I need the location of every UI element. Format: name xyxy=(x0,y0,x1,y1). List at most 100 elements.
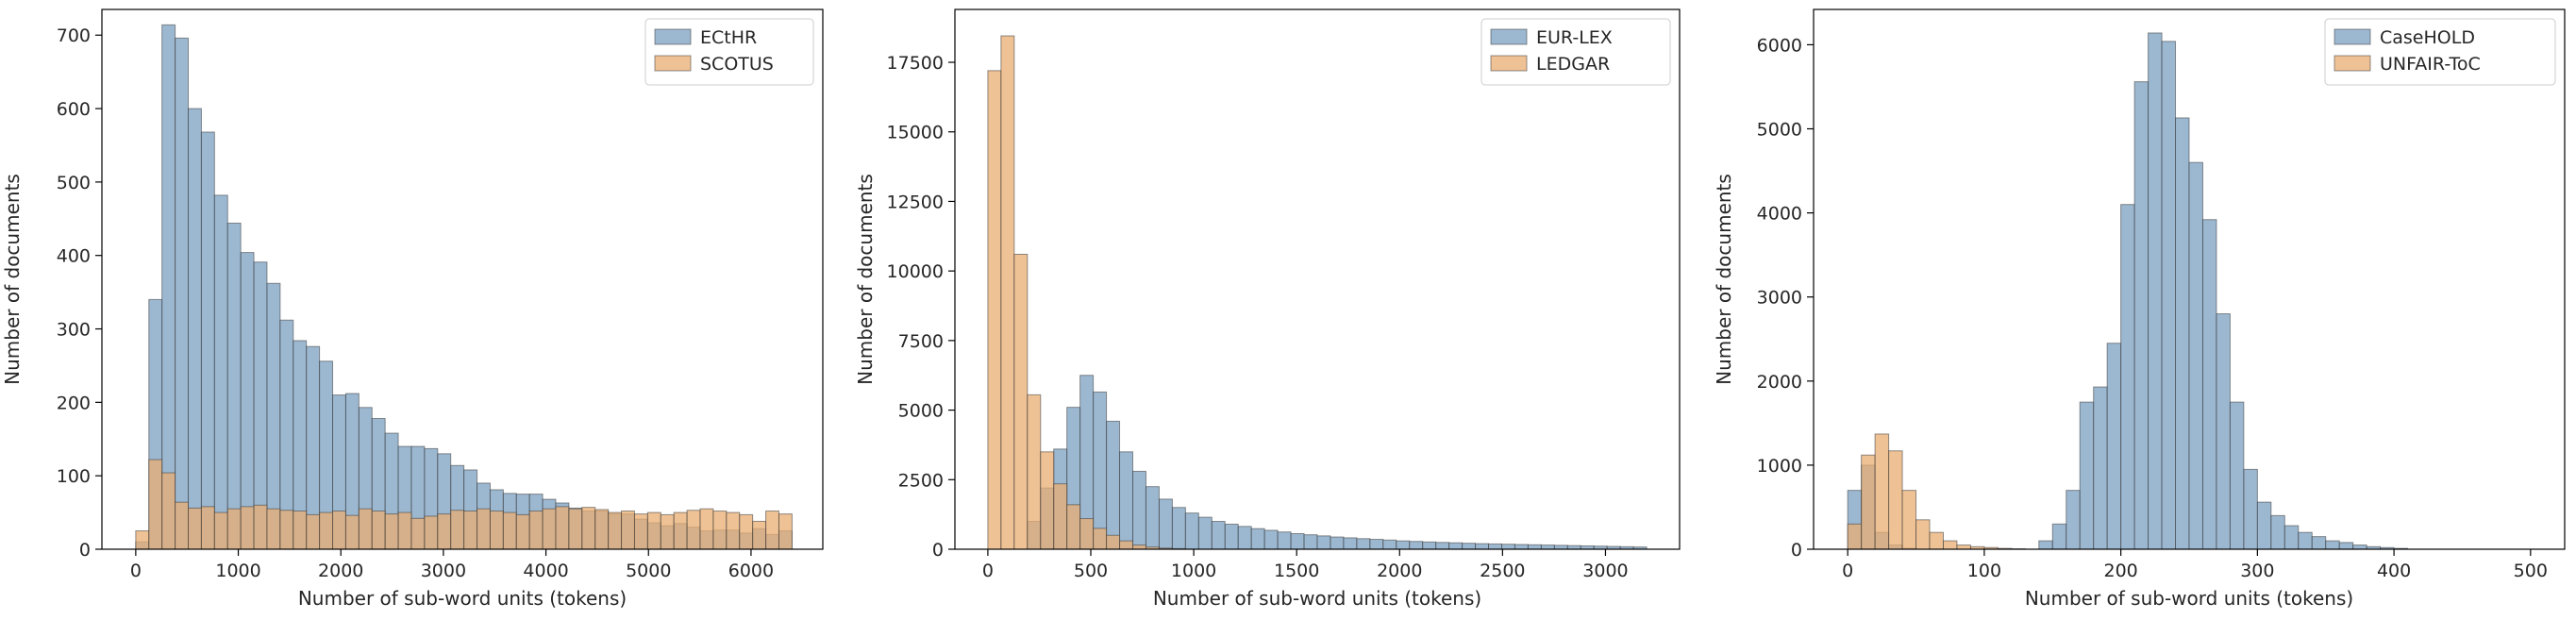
histogram-bar xyxy=(2216,313,2231,550)
y-tick-label: 0 xyxy=(79,540,91,561)
histogram-bar xyxy=(1343,537,1358,550)
histogram-bar xyxy=(1888,450,1903,550)
y-axis-title: Number of documents xyxy=(1,174,24,385)
y-tick-label: 300 xyxy=(57,320,91,341)
histogram-bar xyxy=(568,508,583,550)
histogram-bar xyxy=(306,513,321,550)
chart-panel-3: 0 100 200 300 400 500010002000300040005000600… xyxy=(1713,8,2566,610)
series-casehold xyxy=(1847,32,2409,550)
x-tick-label: 0 xyxy=(130,561,142,581)
y-tick-label: 600 xyxy=(57,99,91,120)
histogram-bar xyxy=(1540,545,1555,550)
histogram-bar xyxy=(2079,401,2095,550)
histogram-bar xyxy=(2066,490,2081,550)
x-axis-title: Number of sub-word units (tokens) xyxy=(2025,587,2353,610)
histogram-bar xyxy=(226,222,242,550)
histogram-bar xyxy=(1013,253,1029,550)
histogram-bar xyxy=(2256,501,2272,550)
axes-frame xyxy=(101,8,824,550)
y-tick-label: 100 xyxy=(57,466,91,487)
histogram-bar xyxy=(1553,545,1568,550)
histogram-bar xyxy=(2093,386,2108,550)
histogram-bar xyxy=(384,513,399,550)
chart-panel-2: 0 500 1000 1500 2000 2500 3000 0 2500 5000 7500 100… xyxy=(854,8,1681,610)
histogram-bar xyxy=(2051,523,2067,550)
histogram-bar xyxy=(581,507,596,550)
y-tick-label: 200 xyxy=(57,393,91,413)
histogram-bar xyxy=(1145,486,1160,550)
y-tick-label: 7500 xyxy=(898,331,944,352)
histogram-bar xyxy=(200,506,215,550)
x-tick-label: 400 xyxy=(2377,561,2411,581)
histogram-bar xyxy=(1396,540,1411,550)
histogram-bar xyxy=(1197,516,1213,550)
histogram-bar xyxy=(2120,204,2135,550)
histogram-bar xyxy=(2338,542,2354,550)
histogram-bar xyxy=(1382,539,1397,550)
histogram-bar xyxy=(686,510,701,550)
x-tick-label: 3000 xyxy=(1582,561,1628,581)
y-tick-label: 15000 xyxy=(887,123,944,143)
histogram-bar xyxy=(1874,433,1890,550)
histogram-bar xyxy=(175,501,190,550)
y-tick-label: 1000 xyxy=(1757,456,1802,477)
legend-label: ECtHR xyxy=(700,27,757,48)
histogram-bar xyxy=(1500,544,1515,550)
histogram-bar xyxy=(1027,394,1042,550)
histogram-bar xyxy=(2311,536,2327,550)
histogram-bar xyxy=(1409,541,1424,550)
histogram-bar xyxy=(1475,543,1490,550)
legend: ECtHR SCOTUS xyxy=(644,18,814,86)
histogram-bar xyxy=(344,514,360,550)
x-axis-title: Number of sub-word units (tokens) xyxy=(298,587,627,610)
histogram-bar xyxy=(1053,483,1068,550)
histogram-bar xyxy=(1422,541,1437,550)
histogram-bar xyxy=(1079,518,1095,550)
histogram-bar xyxy=(542,508,557,550)
histogram-bar xyxy=(1290,532,1305,550)
histogram-bar xyxy=(200,131,215,550)
histogram-bar xyxy=(646,511,661,550)
histogram-bar xyxy=(266,508,281,550)
x-tick-label: 6000 xyxy=(728,561,774,581)
histogram-bar xyxy=(1237,526,1252,550)
axes-frame xyxy=(1813,8,2566,550)
histogram-bar xyxy=(1040,451,1055,550)
histogram-bar xyxy=(699,508,714,550)
histogram-bar xyxy=(148,459,163,550)
legend-label: SCOTUS xyxy=(700,54,774,75)
y-tick-label: 10000 xyxy=(887,261,944,282)
histogram-bar xyxy=(240,252,255,550)
histogram-bar xyxy=(1171,507,1186,550)
series-ecthr xyxy=(135,24,793,550)
x-tick-label: 200 xyxy=(2104,561,2138,581)
y-axis-title: Number of documents xyxy=(854,174,877,385)
histogram-bar xyxy=(1369,539,1384,550)
histogram-bar xyxy=(621,511,635,550)
histogram-bar xyxy=(1316,535,1331,550)
y-axis-title: Number of documents xyxy=(1713,174,1735,385)
chart-panel-1: 0 1000 2000 3000 4000 5000 6000 0 100 200 300 400 50… xyxy=(1,8,824,610)
y-tick-label: 17500 xyxy=(887,53,944,74)
legend-box xyxy=(1480,18,1671,86)
histogram-bar xyxy=(2270,514,2285,550)
y-tick-label: 5000 xyxy=(1757,120,1802,141)
histogram-bar xyxy=(1356,538,1371,550)
y-tick-label: 400 xyxy=(57,246,91,267)
histogram-bar xyxy=(2188,161,2203,550)
y-tick-label: 3000 xyxy=(1757,288,1802,309)
histogram-bar xyxy=(2106,343,2122,550)
histogram-bar xyxy=(555,506,570,550)
histogram-bar xyxy=(1448,542,1464,550)
histogram-bar xyxy=(319,511,334,550)
y-tick-label: 6000 xyxy=(1757,35,1802,56)
histogram-bar xyxy=(161,24,176,550)
histogram-bar xyxy=(1158,498,1173,550)
histogram-bar xyxy=(175,37,190,550)
histogram-bar xyxy=(2283,525,2300,550)
series-unfair-toc xyxy=(1847,433,2026,550)
histogram-bar xyxy=(1184,512,1199,550)
histogram-bar xyxy=(528,511,544,550)
x-tick-label: 2000 xyxy=(318,561,363,581)
histogram-bar xyxy=(1277,531,1292,550)
